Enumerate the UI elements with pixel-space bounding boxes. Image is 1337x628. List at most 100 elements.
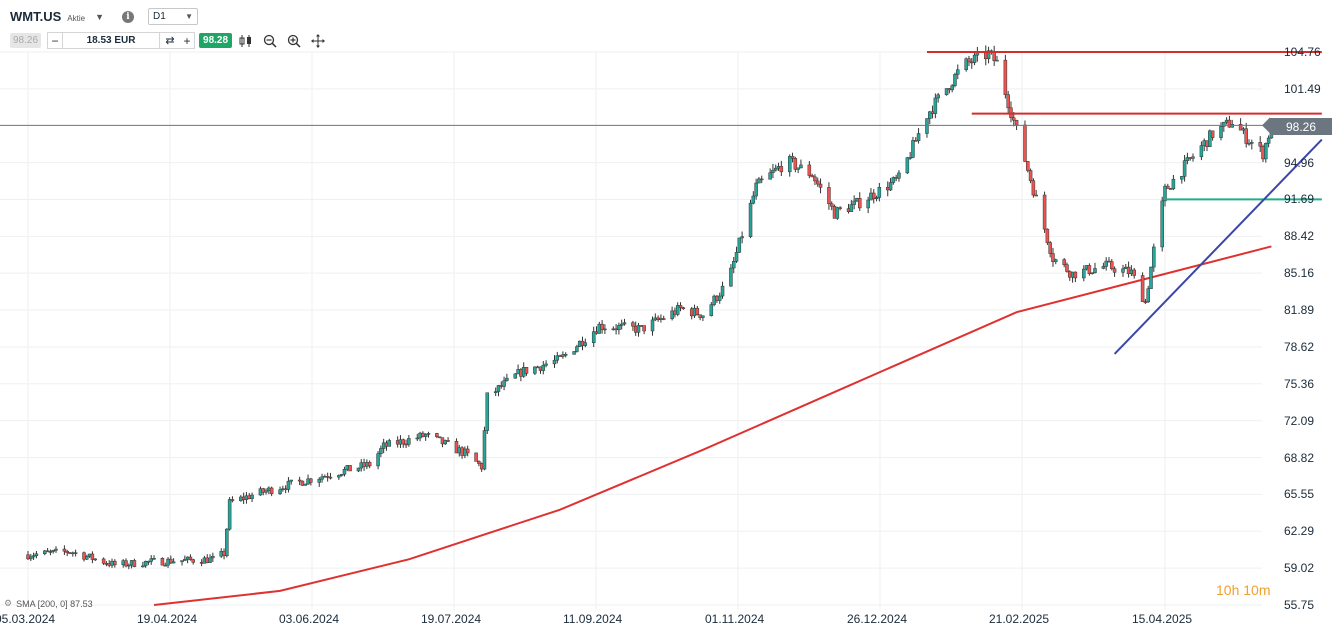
candle <box>337 474 341 480</box>
candle <box>857 192 862 211</box>
candle-body <box>787 156 792 173</box>
candle-body <box>888 182 893 191</box>
candle-body <box>219 551 223 557</box>
zoom-in-icon[interactable] <box>284 33 304 49</box>
candle-body <box>34 553 39 556</box>
candle-body <box>815 180 820 185</box>
candle-body <box>614 328 618 331</box>
candle <box>1031 178 1036 198</box>
candle-body <box>1208 130 1212 147</box>
candle <box>622 318 627 326</box>
candle <box>199 559 204 567</box>
plus-button[interactable]: + <box>183 33 191 48</box>
candle <box>552 355 557 368</box>
candle <box>454 438 459 454</box>
symbol-label[interactable]: WMT.US <box>10 9 62 24</box>
candle <box>768 168 772 180</box>
candle-body <box>995 59 999 62</box>
candle <box>1199 141 1204 161</box>
candle <box>852 195 856 210</box>
swap-icon[interactable]: ⇄ <box>165 35 175 47</box>
candle-body <box>603 328 607 331</box>
symbol-dropdown-icon[interactable]: ▼ <box>95 11 104 22</box>
zoom-out-icon[interactable] <box>260 33 280 49</box>
candle-body <box>482 430 487 470</box>
candle <box>269 486 274 497</box>
buy-price-button[interactable]: 98.28 <box>199 33 233 48</box>
candle <box>561 351 565 359</box>
candle <box>995 55 999 62</box>
candle-body <box>29 556 33 560</box>
candle-body <box>51 549 55 552</box>
candle-body <box>1087 265 1092 275</box>
candle <box>365 459 369 470</box>
candle-body <box>972 54 977 63</box>
candle <box>521 362 526 378</box>
candle-body <box>768 172 772 180</box>
candle <box>107 560 111 568</box>
candle <box>659 314 663 323</box>
candle-body <box>521 367 526 377</box>
candle-body <box>846 208 851 212</box>
candle-body <box>519 369 523 377</box>
candle <box>227 497 232 531</box>
candle-body <box>871 192 876 200</box>
candle-type-icon[interactable] <box>236 33 256 49</box>
candle-body <box>65 550 69 553</box>
candle-body <box>636 325 641 333</box>
candle-body <box>244 495 249 500</box>
candle-body <box>87 553 92 557</box>
candle <box>905 157 910 175</box>
candle-body <box>734 252 739 262</box>
candle <box>407 435 411 447</box>
minus-button[interactable]: − <box>51 33 59 48</box>
candle <box>82 551 86 562</box>
candle-body <box>1031 180 1036 196</box>
info-icon[interactable]: i <box>122 10 134 23</box>
candle <box>1034 189 1038 197</box>
candle-body <box>1104 260 1108 267</box>
quantity-value[interactable]: 18.53 EUR <box>62 33 161 48</box>
candle-body <box>1182 160 1187 177</box>
candle-body <box>956 69 960 75</box>
candle <box>225 528 229 558</box>
candle <box>460 446 464 459</box>
candle-body <box>31 555 36 558</box>
candle <box>631 320 635 331</box>
timeframe-select[interactable]: D1 ▼ <box>148 8 198 25</box>
candle <box>418 431 422 442</box>
candle <box>379 445 383 458</box>
chevron-down-icon: ▼ <box>185 12 193 21</box>
candle-body <box>404 443 408 446</box>
candle-body <box>1107 260 1111 263</box>
candle-body <box>964 58 968 70</box>
sma-legend[interactable]: ⚙ SMA [200, 0] 87.53 <box>4 598 93 609</box>
candle <box>309 477 313 486</box>
candle <box>463 446 467 459</box>
candle-body <box>516 369 520 375</box>
candle-body <box>211 555 215 559</box>
candle-body <box>359 462 364 469</box>
candle-body <box>947 88 952 91</box>
candle-body <box>1266 137 1271 144</box>
candle <box>894 174 898 182</box>
candle-body <box>835 207 840 219</box>
candle-body <box>398 439 403 445</box>
candle-body <box>303 483 307 486</box>
candle <box>888 177 893 191</box>
settings-icon[interactable]: ⚙ <box>4 598 13 608</box>
candle-body <box>241 496 246 500</box>
quantity-stepper[interactable]: − 18.53 EUR ⇄ + <box>47 32 196 49</box>
candle <box>636 322 641 337</box>
candle-body <box>1082 268 1086 279</box>
candle <box>773 164 778 172</box>
candle-body <box>1070 271 1075 278</box>
sell-price-button[interactable]: 98.26 <box>10 33 42 48</box>
candle <box>712 294 716 307</box>
candle-body <box>328 476 333 479</box>
candle <box>62 545 67 555</box>
candle-body <box>908 157 912 159</box>
candle-body <box>208 557 212 563</box>
move-icon[interactable] <box>308 33 328 49</box>
